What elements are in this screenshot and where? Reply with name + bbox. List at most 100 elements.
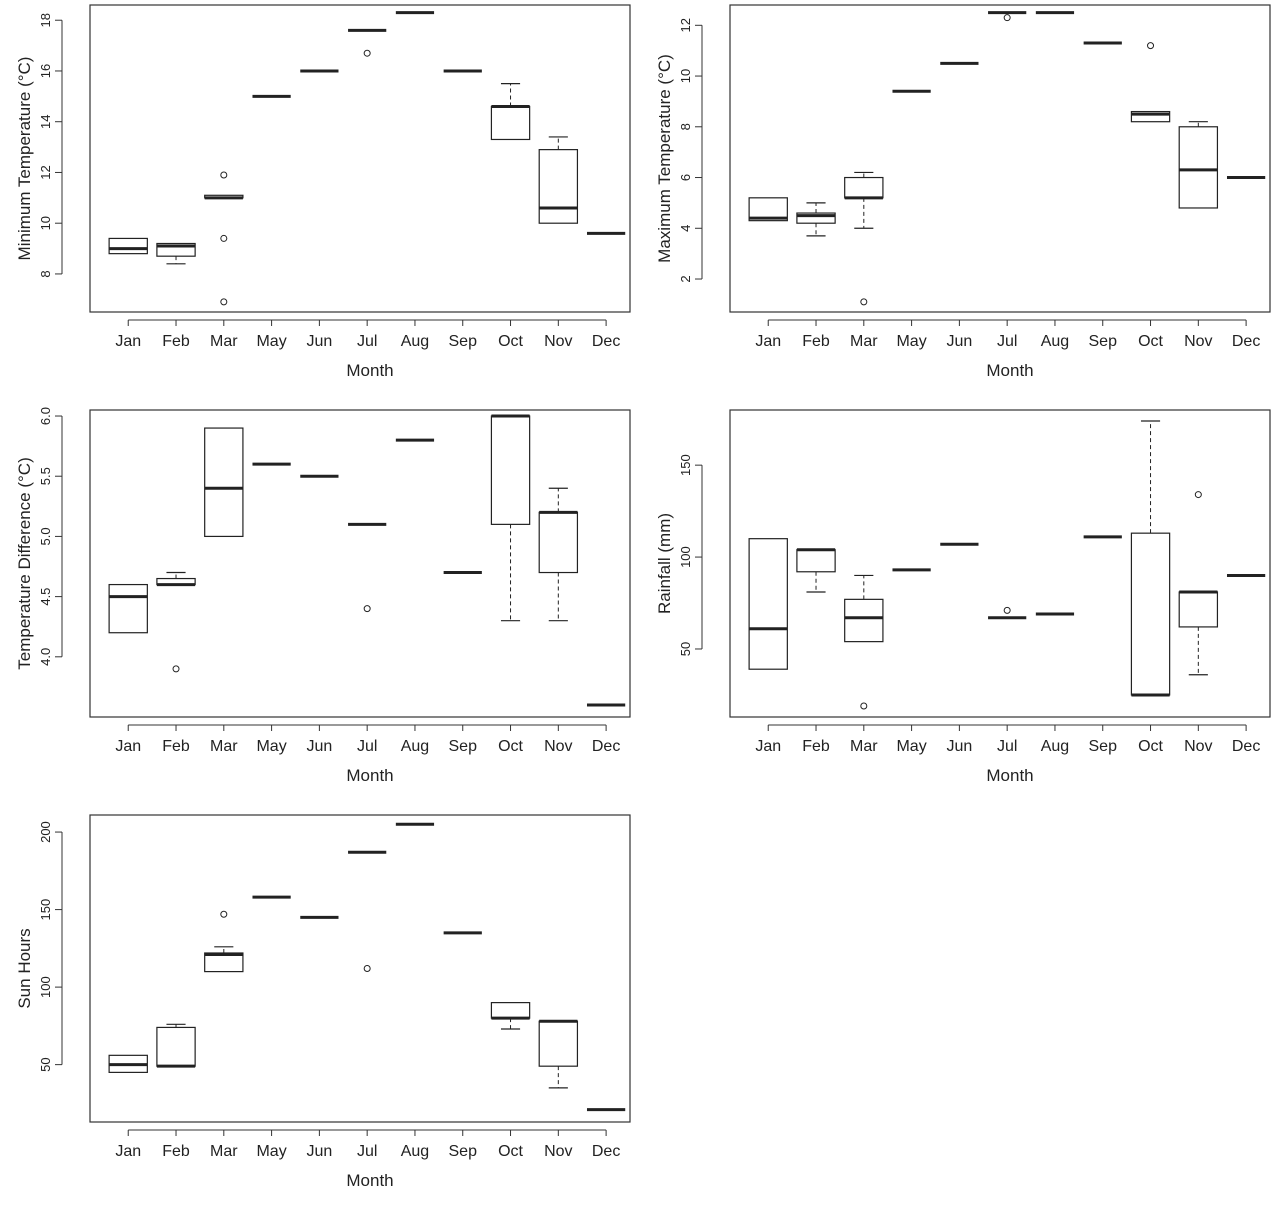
y-tick-label: 12 [38, 165, 53, 179]
box-iqr [538, 1020, 579, 1067]
x-tick-label: Jul [357, 1143, 377, 1160]
x-tick-label: Jan [755, 738, 781, 755]
y-tick-label: 18 [38, 13, 53, 27]
chart-svg: 2 4 6 8 10 12 Jan Feb Mar May Jun Jul Aug Sep Oct Nov De… [655, 4, 1271, 380]
box-iqr [204, 952, 244, 973]
box-nov [1178, 121, 1219, 209]
y-tick-label: 50 [38, 1057, 53, 1071]
box-jan [108, 237, 148, 255]
outlier-point [1003, 606, 1011, 614]
y-axis-title: Maximum Temperature (°C) [655, 54, 674, 263]
box-jul [988, 11, 1027, 22]
box-mar [204, 910, 244, 973]
box-iqr [1178, 591, 1219, 628]
outlier-point [1194, 491, 1202, 499]
x-tick-label: Jan [755, 333, 781, 350]
x-tick-label: Oct [1138, 333, 1163, 350]
x-tick-label: Jun [306, 1143, 332, 1160]
y-axis-title: Temperature Difference (°C) [15, 457, 34, 669]
outlier-point [172, 665, 180, 673]
x-tick-label: Dec [1232, 333, 1260, 350]
box-iqr [844, 176, 884, 199]
box-iqr [204, 427, 244, 538]
boxplot-maximum-temperature: 2 4 6 8 10 12 Jan Feb Mar May Jun Jul Aug Sep Oct Nov De… [640, 0, 1280, 400]
x-tick-label: May [256, 333, 286, 350]
x-tick-label: May [896, 738, 926, 755]
outlier-point [363, 49, 371, 57]
box-nov [538, 1019, 579, 1089]
box-mar [204, 427, 244, 538]
plot-frame [729, 409, 1271, 718]
box-oct [1130, 420, 1171, 697]
y-tick-label: 12 [678, 18, 693, 32]
y-tick-label: 8 [38, 270, 53, 277]
y-tick-label: 16 [38, 64, 53, 78]
x-tick-label: Dec [1232, 738, 1260, 755]
box-iqr [1178, 126, 1219, 209]
x-tick-label: Oct [498, 738, 523, 755]
box-iqr [538, 511, 579, 574]
box-jan [748, 197, 788, 222]
plot-frame [89, 409, 631, 718]
x-tick-label: Jun [306, 333, 332, 350]
x-tick-label: Aug [401, 1143, 429, 1160]
x-tick-label: Dec [592, 1143, 620, 1160]
box-iqr [748, 197, 788, 222]
outlier-point [220, 171, 228, 179]
x-tick-label: Mar [210, 333, 238, 350]
x-tick-label: Aug [401, 333, 429, 350]
x-tick-label: Aug [1041, 738, 1069, 755]
outlier-point [220, 910, 228, 918]
boxplot-rainfall: 50 100 150 Jan Feb Mar May Jun Jul Aug Sep Oct Nov De… [640, 405, 1280, 805]
box-jul [988, 606, 1027, 620]
outlier-point [363, 965, 371, 972]
x-axis-title: Month [986, 766, 1033, 785]
x-tick-label: Aug [1041, 333, 1069, 350]
box-iqr [748, 538, 788, 670]
outlier-point [1147, 42, 1155, 50]
box-mar [844, 171, 884, 306]
x-tick-label: Jan [115, 738, 141, 755]
y-axis-title: Rainfall (mm) [655, 513, 674, 614]
box-feb [796, 202, 836, 237]
x-tick-label: Sep [1089, 738, 1118, 755]
x-tick-label: Mar [210, 1143, 238, 1160]
x-tick-label: Nov [544, 1143, 572, 1160]
x-axis-title: Month [346, 361, 393, 380]
y-tick-label: 14 [38, 114, 53, 128]
box-oct [1130, 42, 1171, 123]
x-tick-label: Sep [449, 738, 478, 755]
x-tick-label: Feb [162, 1143, 190, 1160]
outlier-point [860, 298, 868, 306]
chart-svg: 50 100 150 Jan Feb Mar May Jun Jul Aug Sep Oct Nov De… [655, 409, 1271, 785]
x-tick-label: Aug [401, 738, 429, 755]
y-tick-label: 200 [38, 821, 53, 843]
y-tick-label: 4 [678, 225, 693, 232]
y-tick-label: 4.5 [38, 588, 53, 606]
x-tick-label: Nov [544, 333, 572, 350]
boxplot-temperature-difference: 4.0 4.5 5.0 5.5 6.0 Jan Feb Mar May Jun Jul Aug Sep O… [0, 405, 640, 805]
box-iqr [156, 1026, 196, 1067]
y-tick-label: 10 [38, 216, 53, 230]
x-tick-label: Jan [115, 333, 141, 350]
y-tick-label: 150 [38, 899, 53, 921]
x-tick-label: Mar [850, 738, 878, 755]
x-tick-label: May [256, 738, 286, 755]
box-jan [748, 538, 788, 670]
y-tick-label: 4.0 [38, 648, 53, 666]
x-tick-label: Sep [449, 1143, 478, 1160]
outlier-point [860, 702, 868, 710]
box-oct [490, 83, 531, 141]
box-mar [204, 171, 244, 306]
y-tick-label: 5.5 [38, 467, 53, 485]
outlier-point [220, 298, 228, 306]
y-tick-label: 5.0 [38, 527, 53, 545]
x-axis-title: Month [346, 766, 393, 785]
x-tick-label: Jul [997, 738, 1017, 755]
x-tick-label: Dec [592, 738, 620, 755]
chart-svg: 50 100 150 200 Jan Feb Mar May Jun Jul Aug Sep Oct No… [15, 814, 631, 1190]
chart-svg: 8 10 12 14 16 18 Jan Feb Mar May Jun Jul Aug Sep Oct No… [15, 4, 631, 380]
box-feb [156, 571, 196, 673]
x-tick-label: Oct [498, 333, 523, 350]
box-feb [156, 1023, 196, 1068]
